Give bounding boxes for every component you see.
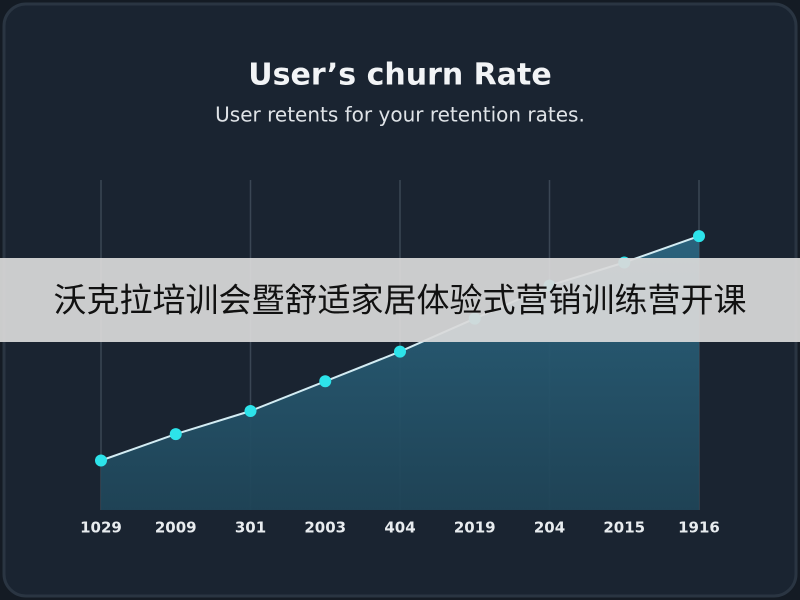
banner-text: 沃克拉培训会暨舒适家居体验式营销训练营开课 bbox=[54, 281, 747, 320]
x-tick-label: 404 bbox=[384, 519, 415, 537]
chart-subtitle: User retents for your retention rates. bbox=[215, 103, 585, 127]
point bbox=[394, 345, 406, 358]
x-tick-label: 1029 bbox=[80, 519, 122, 537]
x-tick-label: 204 bbox=[534, 519, 565, 537]
x-tick-label: 2019 bbox=[454, 519, 496, 537]
point bbox=[95, 454, 107, 467]
point bbox=[693, 230, 705, 243]
point bbox=[319, 375, 332, 388]
x-tick-label: 1916 bbox=[678, 519, 720, 537]
x-tick-label: 301 bbox=[235, 519, 266, 537]
chart-title: User’s churn Rate bbox=[248, 58, 551, 93]
x-tick-label: 2015 bbox=[603, 519, 645, 537]
point bbox=[169, 428, 182, 441]
x-tick-label: 2003 bbox=[304, 519, 346, 537]
point bbox=[244, 405, 257, 417]
x-tick-label: 2009 bbox=[155, 519, 197, 537]
banner bbox=[0, 258, 800, 342]
